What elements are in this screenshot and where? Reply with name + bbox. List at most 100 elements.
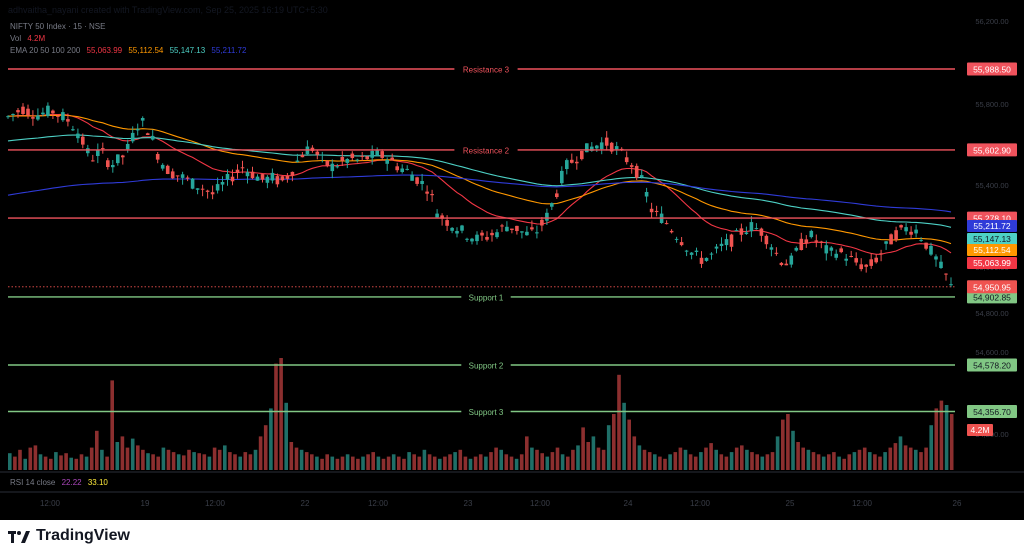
volume-bar — [519, 454, 524, 470]
candle-body — [724, 239, 729, 246]
candle-body — [550, 203, 554, 207]
volume-bar — [903, 445, 908, 470]
volume-bar — [586, 442, 590, 470]
volume-bar — [760, 456, 765, 470]
candle-body — [834, 253, 838, 258]
ema-lines — [7, 113, 952, 255]
volume-bar — [929, 425, 933, 470]
volume-bar — [596, 447, 601, 470]
level-price-badge — [967, 143, 1017, 157]
candle-body — [195, 188, 200, 190]
candle-body — [285, 176, 290, 179]
candle-body — [370, 150, 374, 158]
candle-body — [440, 215, 444, 219]
ema100-line — [7, 134, 952, 228]
time-tick-label: 23 — [464, 499, 473, 508]
candle-body — [41, 112, 45, 115]
time-tick-label: 12:00 — [690, 499, 711, 508]
volume-bar — [775, 436, 780, 470]
last-price-badge — [967, 280, 1017, 294]
volume-bar — [376, 456, 381, 470]
volume-bar — [545, 456, 550, 470]
chart-frame[interactable]: Resistance 3 Resistance 2 Support 1 Support… — [0, 0, 1024, 520]
candle-body — [6, 116, 10, 118]
volume-bar — [422, 449, 427, 470]
volume-bar — [693, 456, 698, 470]
volume-bar — [550, 452, 555, 470]
candle-body — [230, 176, 235, 182]
volume-bar — [151, 454, 155, 470]
level-price-badge — [967, 62, 1017, 76]
tradingview-logo-icon — [8, 530, 30, 543]
candle-body — [934, 256, 938, 260]
volume-bar — [555, 447, 560, 470]
candle-body — [91, 160, 95, 162]
candle-body — [350, 153, 355, 158]
candle-body — [744, 232, 749, 234]
volume-bar — [852, 452, 857, 470]
volume-bar — [489, 452, 493, 470]
candle-body — [325, 160, 330, 166]
volume-bar — [69, 457, 73, 470]
volume-bar — [560, 454, 565, 470]
candle-body — [664, 223, 669, 225]
level-price-text: 54,902.85 — [973, 292, 1011, 302]
price-tick-label: 55,400.00 — [975, 181, 1008, 190]
volume-bar — [397, 456, 401, 470]
level-label-bg — [461, 359, 511, 371]
ema50-line — [7, 114, 952, 245]
candle-body — [604, 137, 609, 146]
candle-body — [445, 220, 449, 226]
volume-bar — [504, 454, 509, 470]
candle-body — [864, 264, 868, 267]
candle-body — [81, 136, 85, 145]
candle-body — [510, 228, 514, 230]
ema-price-badge — [967, 257, 1017, 269]
volume-bar — [883, 452, 887, 470]
tradingview-brand[interactable]: TradingView — [8, 527, 130, 545]
volume-bar — [632, 436, 637, 470]
candle-body — [555, 193, 559, 197]
price-tick-label: 54,600.00 — [975, 348, 1008, 357]
volume-badge-text: 4.2M — [971, 425, 990, 435]
volume-bar — [407, 452, 411, 470]
volume-bar — [412, 454, 416, 470]
price-chart[interactable]: Resistance 3 Resistance 2 Support 1 Support… — [0, 0, 1024, 520]
candle-body — [125, 144, 130, 150]
candle-body — [165, 165, 170, 174]
candle-body — [140, 118, 145, 121]
candle-body — [395, 166, 399, 171]
candle-body — [175, 175, 180, 177]
candle-body — [734, 230, 739, 232]
candle-body — [270, 172, 275, 181]
volume-bar — [473, 456, 478, 470]
candle-body — [340, 157, 345, 161]
volume-bar — [141, 449, 145, 470]
candle-body — [914, 229, 918, 234]
candle-body — [170, 171, 175, 179]
volume-bar — [125, 447, 130, 470]
price-tick-label: 54,800.00 — [975, 309, 1008, 318]
candle-body — [644, 192, 649, 197]
candle-body — [804, 239, 809, 244]
volume-bar — [622, 402, 626, 470]
volume-bar — [115, 442, 120, 470]
volume-bar — [729, 452, 734, 470]
volume-bar — [345, 454, 350, 470]
candle-body — [11, 114, 15, 115]
level-price-text: 54,578.20 — [973, 361, 1011, 371]
volume-bar — [161, 447, 166, 470]
volume-bar — [566, 456, 570, 470]
rsi-value-1: 22.22 — [61, 478, 82, 487]
volume-bar — [361, 456, 365, 470]
candle-body — [410, 174, 414, 181]
ema-price-badge — [967, 244, 1017, 256]
candle-body — [674, 238, 679, 240]
volume-bar — [699, 452, 703, 470]
volume-bar — [243, 452, 248, 470]
candle-body — [76, 133, 80, 139]
volume-bar — [294, 447, 299, 470]
price-badges: 55,988.50 55,602.90 55,278.10 54,902.85 54,5… — [967, 62, 1017, 436]
volume-bar — [862, 447, 867, 470]
candle-body — [535, 232, 539, 234]
